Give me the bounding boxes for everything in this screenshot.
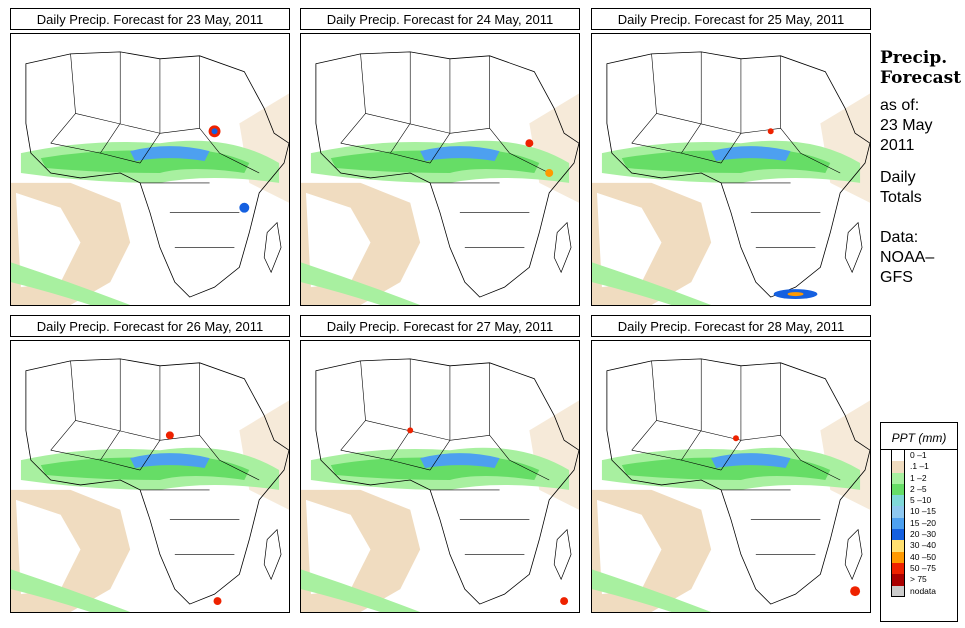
forecast-panel-25-may: Daily Precip. Forecast for 25 May, 2011 — [591, 8, 871, 306]
legend-swatch — [891, 461, 905, 473]
legend-swatch — [891, 585, 905, 597]
legend-label: 50 –75 — [910, 562, 936, 573]
legend-item: 15 –20 — [881, 517, 957, 530]
legend-item: 40 –50 — [881, 551, 957, 563]
legend-item: 20 –30 — [881, 529, 957, 541]
legend-label: 15 –20 — [910, 517, 936, 528]
legend-swatch — [891, 529, 905, 541]
legend-swatch — [891, 562, 905, 575]
forecast-panel-24-may: Daily Precip. Forecast for 24 May, 2011 — [300, 8, 580, 306]
panel-title: Daily Precip. Forecast for 26 May, 2011 — [10, 315, 290, 337]
sidebar-title: Precip. Forecast — [880, 48, 961, 88]
africa-map — [11, 358, 289, 612]
legend-swatch — [891, 540, 905, 552]
legend-label: > 75 — [910, 574, 927, 585]
legend-item: nodata — [881, 585, 957, 597]
legend-swatch — [891, 574, 905, 586]
legend-item: 50 –75 — [881, 562, 957, 575]
precip-map — [591, 340, 871, 613]
legend-swatch — [891, 551, 905, 563]
legend-rows: 0 –1.1 –1 1 –2 2 –5 5 –10 10 –15 15 –20 20 –30… — [881, 449, 957, 597]
precip-map — [300, 33, 580, 306]
data-line-1: Data: — [880, 229, 919, 246]
forecast-panel-28-may: Daily Precip. Forecast for 28 May, 2011 — [591, 315, 871, 613]
legend-swatch — [891, 517, 905, 530]
legend-item: 30 –40 — [881, 540, 957, 552]
legend-item: 10 –15 — [881, 506, 957, 518]
legend-swatch — [891, 450, 905, 462]
precip-map — [10, 33, 290, 306]
legend-item: > 75 — [881, 574, 957, 586]
data-line-3: GFS — [880, 269, 913, 286]
legend-label: .1 –1 — [910, 461, 929, 472]
forecast-panel-26-may: Daily Precip. Forecast for 26 May, 2011 — [10, 315, 290, 613]
totals-line-2: Totals — [880, 189, 922, 206]
legend-swatch — [891, 472, 905, 484]
precip-map — [300, 340, 580, 613]
date-line-1: 23 May — [880, 117, 933, 134]
precip-map — [10, 340, 290, 613]
data-line-2: NOAA– — [880, 249, 935, 266]
legend-label: 2 –5 — [910, 483, 927, 494]
legend-item: 2 –5 — [881, 483, 957, 496]
africa-map — [301, 51, 579, 305]
legend-label: 40 –50 — [910, 551, 936, 562]
africa-map — [11, 51, 289, 305]
legend-swatch — [891, 495, 905, 507]
africa-map — [592, 51, 870, 305]
legend-title: PPT (mm) — [891, 431, 947, 445]
forecast-panel-23-may: Daily Precip. Forecast for 23 May, 2011 — [10, 8, 290, 306]
legend-label: nodata — [910, 585, 936, 596]
africa-map — [592, 358, 870, 612]
legend-item: 0 –1 — [881, 450, 957, 462]
legend-swatch — [891, 506, 905, 518]
panel-title: Daily Precip. Forecast for 25 May, 2011 — [591, 8, 871, 30]
precip-map — [591, 33, 871, 306]
title-line-1: Precip. — [880, 48, 948, 68]
legend-label: 1 –2 — [910, 472, 927, 483]
precip-legend: PPT (mm) 0 –1.1 –1 1 –2 2 –5 5 –10 10 –15 15 … — [880, 422, 958, 622]
legend-item: 5 –10 — [881, 495, 957, 507]
legend-swatch — [891, 483, 905, 496]
panel-title: Daily Precip. Forecast for 24 May, 2011 — [300, 8, 580, 30]
legend-label: 0 –1 — [910, 450, 927, 460]
legend-label: 10 –15 — [910, 506, 936, 517]
asof-label: as of: — [880, 97, 920, 114]
panel-title: Daily Precip. Forecast for 28 May, 2011 — [591, 315, 871, 337]
forecast-panel-27-may: Daily Precip. Forecast for 27 May, 2011 — [300, 315, 580, 613]
legend-label: 20 –30 — [910, 529, 936, 540]
title-line-2: Forecast — [880, 68, 962, 88]
totals-line-1: Daily — [880, 169, 916, 186]
date-line-2: 2011 — [880, 137, 915, 154]
legend-label: 5 –10 — [910, 495, 932, 506]
legend-label: 30 –40 — [910, 540, 936, 551]
legend-item: 1 –2 — [881, 472, 957, 484]
panel-title: Daily Precip. Forecast for 23 May, 2011 — [10, 8, 290, 30]
legend-item: .1 –1 — [881, 461, 957, 473]
panel-title: Daily Precip. Forecast for 27 May, 2011 — [300, 315, 580, 337]
africa-map — [301, 358, 579, 612]
